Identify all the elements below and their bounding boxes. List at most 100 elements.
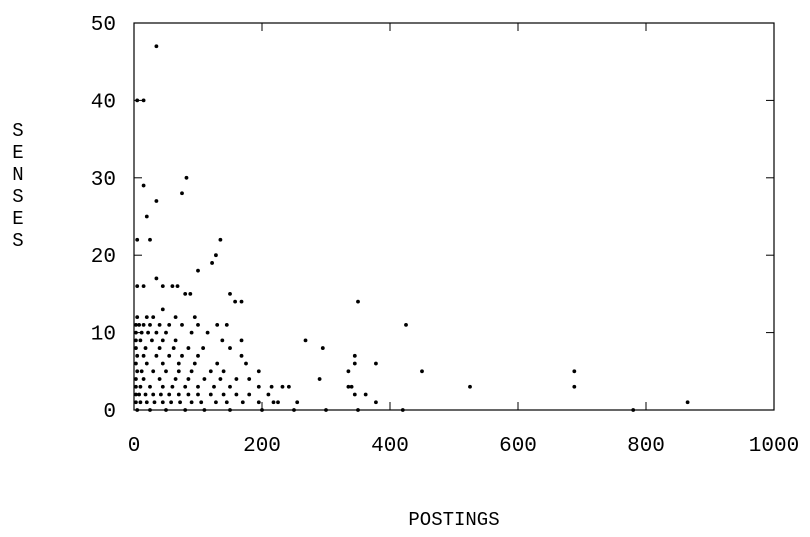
data-point	[176, 361, 181, 366]
data-point	[160, 307, 165, 312]
data-point	[208, 369, 213, 374]
data-point	[134, 322, 138, 327]
data-point	[157, 377, 162, 381]
data-point	[188, 292, 193, 296]
data-point	[134, 330, 138, 335]
data-point	[152, 400, 157, 405]
data-point	[220, 338, 225, 343]
data-point	[186, 392, 191, 397]
data-point	[134, 384, 138, 389]
data-point	[141, 183, 146, 188]
data-point	[175, 284, 180, 289]
data-point	[234, 377, 239, 381]
data-point	[352, 353, 357, 358]
axis-ticks	[133, 22, 775, 411]
data-point	[134, 338, 138, 343]
data-point	[160, 284, 165, 289]
data-point	[280, 384, 285, 389]
data-point	[184, 175, 189, 180]
data-point	[139, 330, 144, 335]
data-point	[180, 353, 184, 358]
data-point	[173, 315, 178, 320]
data-point	[154, 330, 159, 335]
data-point	[218, 237, 223, 242]
data-point	[239, 299, 244, 304]
data-point	[139, 369, 144, 374]
data-point	[215, 361, 220, 366]
data-point	[269, 384, 274, 389]
y-axis-title-letter: S	[12, 230, 23, 252]
data-point	[189, 400, 194, 405]
data-point	[247, 377, 252, 381]
data-point	[218, 377, 223, 381]
data-point	[240, 400, 245, 405]
data-point	[317, 377, 322, 381]
data-point	[141, 98, 146, 103]
data-point	[141, 322, 146, 327]
data-point	[189, 369, 194, 374]
y-axis-title-letter: S	[12, 120, 23, 142]
data-point	[228, 384, 232, 389]
data-point	[295, 400, 300, 405]
data-point	[374, 361, 378, 366]
data-point	[167, 322, 172, 327]
data-point	[134, 392, 138, 397]
y-tick-label: 50	[91, 14, 116, 37]
data-point	[201, 346, 206, 350]
data-point	[170, 284, 175, 289]
x-tick-label: 1000	[749, 435, 799, 458]
data-point	[192, 315, 197, 320]
x-tick-label: 400	[371, 435, 409, 458]
data-point	[186, 377, 191, 381]
data-point	[244, 361, 248, 366]
data-point	[239, 338, 244, 343]
data-point	[154, 199, 159, 203]
data-point	[154, 353, 159, 358]
data-point	[196, 384, 200, 389]
data-point	[141, 377, 146, 381]
data-point	[404, 322, 408, 327]
x-tick-label: 0	[128, 435, 141, 458]
data-point	[135, 237, 140, 242]
data-point	[189, 330, 194, 335]
data-point	[260, 408, 264, 412]
data-point	[205, 330, 210, 335]
data-point	[180, 322, 184, 327]
data-point	[137, 322, 142, 327]
data-point	[266, 392, 271, 397]
data-point	[292, 408, 296, 412]
data-point	[157, 346, 162, 350]
x-axis-tick-labels: 0 200 400 600 800 1000	[128, 435, 800, 458]
data-point	[135, 408, 140, 412]
data-point	[134, 400, 138, 405]
data-point	[146, 330, 150, 335]
data-point	[196, 268, 200, 273]
data-point	[199, 400, 204, 405]
data-point	[420, 369, 424, 374]
data-point	[151, 392, 156, 397]
data-point	[276, 400, 280, 405]
data-point	[210, 261, 214, 265]
data-point	[158, 392, 163, 397]
data-point	[233, 299, 238, 304]
data-point	[143, 392, 148, 397]
data-point	[173, 338, 178, 343]
data-point	[221, 392, 226, 397]
data-point	[352, 361, 357, 366]
y-axis-tick-labels: 0 10 20 30 40 50	[91, 14, 116, 424]
data-point	[154, 276, 159, 281]
data-point	[320, 346, 325, 350]
data-point	[572, 384, 577, 389]
data-point	[148, 237, 152, 242]
data-point	[164, 369, 168, 374]
data-point	[202, 408, 207, 412]
y-tick-label: 0	[103, 401, 116, 424]
data-point	[135, 98, 140, 103]
data-point	[171, 346, 176, 350]
data-point	[160, 384, 165, 389]
data-point	[183, 408, 188, 412]
data-point	[349, 384, 354, 389]
data-point	[135, 353, 140, 358]
y-tick-label: 30	[91, 169, 116, 192]
data-point	[685, 400, 690, 405]
